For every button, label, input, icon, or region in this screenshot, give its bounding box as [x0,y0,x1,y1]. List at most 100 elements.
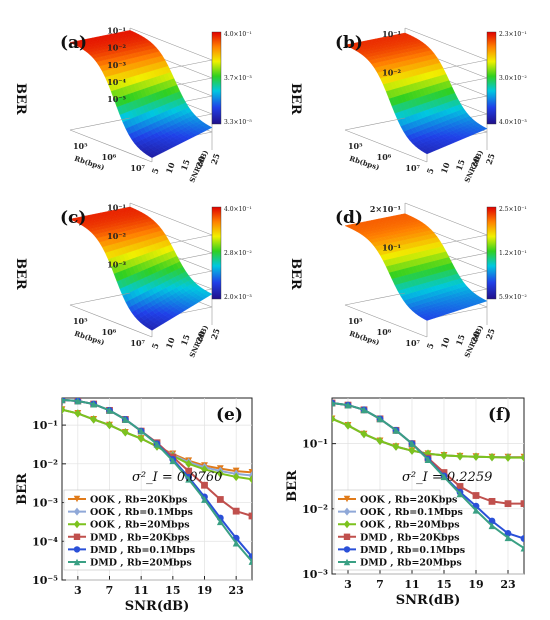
y-tick-label: 10⁻³ [32,497,58,510]
annotation: σ²_I = 0.2259 [402,470,492,485]
legend-entry: OOK , Rb=0.1Mbps [90,507,193,518]
data-point [472,452,480,461]
data-point [216,518,224,526]
legend-entry: OOK , Rb=20Kbps [90,495,187,506]
y-tick-label: 15 [454,158,467,172]
x-tick-label: 10⁶ [102,327,117,337]
data-point [153,440,161,448]
data-point [488,522,496,530]
data-point [504,529,512,537]
data-point [520,544,524,552]
data-point [248,475,252,484]
data-point [472,492,480,499]
axis-edge [344,129,428,163]
z-axis-label: BER [13,258,28,290]
data-point [343,520,351,529]
y-tick-label: 10 [164,336,177,350]
data-point [520,535,524,542]
z-tick-label: 10⁻³ [107,259,126,269]
y-axis-label: BER [15,473,30,505]
y-tick-label: 15 [179,158,192,172]
axis-edge [69,117,131,131]
y-tick-label: 10⁻³ [302,568,328,581]
data-point [360,429,368,439]
colorbar-label: 2.0×10⁻³ [224,294,252,301]
data-point [456,483,464,490]
data-point [504,453,512,462]
data-point [62,398,66,404]
panel-label: (c) [60,208,86,228]
data-point [376,436,384,446]
y-tick-label: 5 [425,167,436,176]
x-tick-label: 19 [197,584,212,597]
x-tick-label: 10⁷ [130,338,145,348]
legend-entry: OOK , Rb=20Mbps [360,520,460,531]
z-tick-label: 10⁻¹ [107,202,126,212]
y-axis-label: SNR(dB) [462,149,485,184]
colorbar [211,31,222,125]
data-point [73,495,81,503]
data-point [201,465,208,474]
legend [63,489,171,571]
panel-label: (b) [335,33,363,53]
colorbar [486,31,497,125]
data-point [343,558,351,566]
panel-label: (d) [335,208,363,228]
z-tick-label: 10⁻² [107,231,126,241]
data-point [343,533,351,540]
data-point [137,427,145,435]
axis-edge [69,304,153,338]
z-tick-label: 10⁻² [107,43,126,53]
axis-edge [69,292,131,306]
x-tick-label: 10⁷ [130,163,145,173]
data-point [472,506,480,514]
x-tick-label: 3 [74,584,82,597]
z-tick-label: 2×10⁻¹ [370,204,401,214]
data-point [408,440,416,448]
data-point [73,546,81,553]
z-tick-label: 10⁻² [382,68,401,78]
data-point [232,472,240,482]
data-point [424,449,432,458]
data-point [169,457,177,465]
y-tick-label: 5 [425,342,436,351]
x-axis-label: SNR(dB) [396,593,460,608]
data-point [504,500,512,508]
y-tick-label: 10⁻² [302,503,328,516]
data-point [216,496,224,503]
colorbar-label: 4.0×10⁻¹ [224,31,252,38]
axis-edge [404,27,488,61]
surface-cell [125,206,134,210]
x-tick-label: 10⁵ [73,316,88,326]
legend-entry: DMD , Rb=20Kbps [90,532,190,543]
data-point [520,453,524,462]
surface-cell [400,32,409,36]
axis-edge [129,202,213,236]
y-tick-label: 10⁻⁴ [32,535,58,548]
legend-entry: OOK , Rb=0.1Mbps [360,507,463,518]
data-point [74,409,82,418]
data-point [360,406,368,414]
panel-label: (e) [216,405,243,425]
data-point [408,446,416,455]
legend-entry: DMD , Rb=20Kbps [360,532,460,543]
colorbar-label: 5.9×10⁻² [499,294,527,301]
legend [333,489,441,571]
data-point [62,405,66,414]
line-panel: 3 7 11 15 19 23 10⁻¹ 10⁻² 10⁻³ SNR(dB) BER (f) σ²_I … [285,397,525,608]
legend-entry: OOK , Rb=20Mbps [90,520,190,531]
colorbar-label: 3.3×10⁻⁵ [224,119,252,126]
x-tick-label: 10⁶ [377,152,392,162]
annotation: σ²_I = 0.0760 [132,470,222,485]
x-tick-label: 10⁷ [405,163,420,173]
axis-edge [344,304,428,338]
colorbar-label: 2.8×10⁻² [224,250,252,257]
data-point [121,416,129,423]
y-tick-label: 5 [150,167,161,176]
legend-entry: DMD , Rb=20Mbps [360,558,462,569]
data-point [343,507,351,516]
x-tick-label: 15 [165,584,180,597]
data-point [74,398,82,405]
y-tick-label: 25 [484,327,497,341]
